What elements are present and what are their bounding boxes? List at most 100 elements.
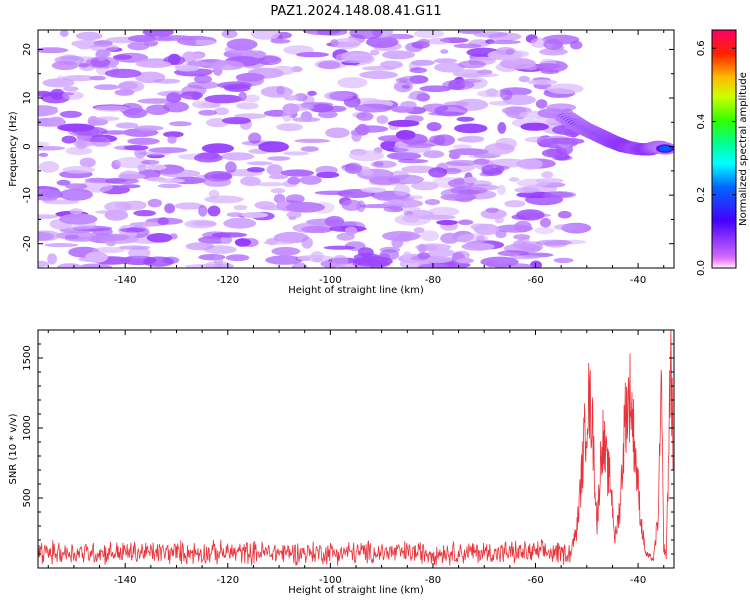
heatmap-cell <box>416 92 431 102</box>
colorbar-tick-label: 0.0 <box>696 260 707 276</box>
heatmap-cell <box>187 61 211 67</box>
heatmap-cell <box>222 117 251 125</box>
heatmap-cell <box>499 57 536 70</box>
heatmap-cell <box>514 220 532 233</box>
heatmap-cell <box>169 121 192 127</box>
heatmap-cell <box>402 214 421 223</box>
heatmap-y-tick-label: -10 <box>22 187 33 203</box>
heatmap-cell <box>203 177 232 187</box>
heatmap-cell <box>135 60 172 68</box>
heatmap-cell <box>271 246 301 256</box>
heatmap-cell <box>370 104 387 110</box>
heatmap-cell <box>201 143 234 154</box>
heatmap-x-axis-label: Height of straight line (km) <box>288 285 424 296</box>
heatmap-cell <box>95 49 111 58</box>
heatmap-cell <box>553 257 574 264</box>
heatmap-cell <box>77 263 113 268</box>
heatmap-cell <box>287 176 301 185</box>
heatmap-cell <box>191 100 214 109</box>
heatmap-cell <box>411 181 439 191</box>
heatmap-cell <box>65 183 88 190</box>
snr-frame <box>37 329 675 569</box>
heatmap-cell <box>294 138 331 143</box>
heatmap-cell <box>104 68 142 78</box>
heatmap-cell <box>473 223 500 235</box>
heatmap-cell <box>385 33 415 40</box>
heatmap-cell <box>280 169 314 177</box>
heatmap-cell <box>59 110 82 118</box>
heatmap-cell <box>174 202 204 210</box>
heatmap-cell <box>417 38 430 46</box>
heatmap-y-tick-label: 10 <box>22 92 33 105</box>
heatmap-cell <box>456 233 489 244</box>
heatmap-cell <box>488 101 513 106</box>
heatmap-cell <box>428 207 460 217</box>
heatmap-cell <box>397 159 429 164</box>
heatmap-cell <box>383 206 404 213</box>
heatmap-cell <box>539 48 568 56</box>
heatmap-cell <box>59 30 69 37</box>
chart-title: PAZ1.2024.148.08.41.G11 <box>270 4 441 19</box>
heatmap-cell <box>407 195 424 200</box>
heatmap-cell <box>220 152 255 161</box>
heatmap-cell <box>226 212 244 218</box>
heatmap-cell <box>300 225 330 233</box>
heatmap-cell <box>238 91 247 102</box>
snr-y-tick-label: 1000 <box>22 415 33 440</box>
heatmap-cell <box>324 216 345 228</box>
heatmap-cell <box>235 72 265 82</box>
heatmap-cell <box>236 102 259 110</box>
heatmap-cell <box>536 63 561 70</box>
heatmap-cell <box>508 177 520 182</box>
heatmap-cell <box>332 38 361 50</box>
heatmap-cell <box>542 191 577 199</box>
heatmap-cell <box>282 110 293 122</box>
heatmap-cell <box>428 167 448 178</box>
heatmap-cell <box>497 250 530 257</box>
heatmap-cell <box>203 245 237 254</box>
heatmap-cell <box>254 201 276 210</box>
heatmap-cell <box>225 254 250 262</box>
heatmap-cell <box>419 85 452 92</box>
heatmap-cell <box>323 245 356 250</box>
heatmap-cell <box>413 227 425 234</box>
snr-x-tick-label: -100 <box>319 575 342 586</box>
heatmap-cell <box>38 260 49 268</box>
heatmap-cell <box>427 37 450 45</box>
heatmap-cell <box>283 95 299 101</box>
heatmap-cell <box>317 110 338 119</box>
heatmap-cell <box>427 111 465 116</box>
heatmap-cell <box>400 101 417 109</box>
heatmap-cell <box>135 71 166 84</box>
heatmap-cell <box>220 235 233 245</box>
colorbar: 0.0 0.2 0.4 0.6 Normalized spectral amplitu… <box>696 29 749 276</box>
heatmap-cell <box>113 54 133 60</box>
heatmap-cell <box>93 116 120 121</box>
heatmap-cell <box>370 160 397 169</box>
heatmap-cell <box>127 137 160 145</box>
heatmap-cell <box>424 255 453 264</box>
heatmap-cell <box>166 92 182 104</box>
heatmap-cell <box>273 231 309 244</box>
heatmap-cell <box>90 233 130 242</box>
heatmap-cell <box>413 30 445 39</box>
heatmap-cell <box>38 47 69 54</box>
heatmap-cell <box>142 30 174 37</box>
heatmap-cell <box>157 217 169 226</box>
heatmap-cell <box>481 164 505 175</box>
heatmap-cell <box>123 145 149 151</box>
snr-panel: -140 -120 -100 -80 -60 -40 500 1000 1500 Height … <box>8 329 675 596</box>
heatmap-cell <box>395 130 416 140</box>
heatmap-cell <box>388 174 425 185</box>
snr-y-tick-label: 1500 <box>22 345 33 370</box>
heatmap-x-tick-label: -40 <box>630 275 646 286</box>
heatmap-cell <box>258 141 289 153</box>
heatmap-cell <box>79 157 96 168</box>
heatmap-cell <box>289 103 315 111</box>
heatmap-cell <box>485 88 498 97</box>
heatmap-cell <box>92 246 125 254</box>
heatmap-cell <box>187 39 197 45</box>
heatmap-cell <box>558 210 572 219</box>
heatmap-cell <box>167 135 177 144</box>
heatmap-y-tick-label: 20 <box>22 43 33 56</box>
